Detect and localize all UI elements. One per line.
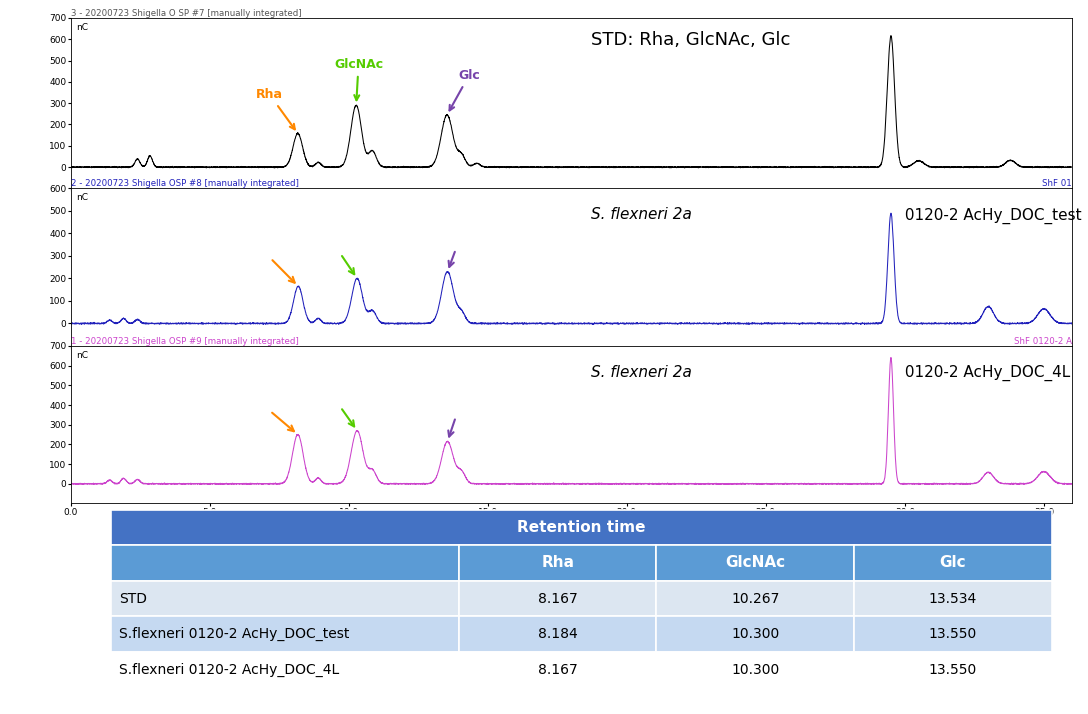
Text: S.flexneri 0120-2 AcHy_DOC_test: S.flexneri 0120-2 AcHy_DOC_test	[119, 627, 349, 641]
Text: 13.534: 13.534	[929, 591, 977, 605]
Text: nC: nC	[76, 23, 88, 32]
Text: ShF 01: ShF 01	[1042, 179, 1072, 188]
Text: 8.167: 8.167	[537, 591, 578, 605]
Bar	[111, 545, 459, 580]
Bar	[656, 545, 854, 580]
Text: 10.267: 10.267	[731, 591, 779, 605]
Text: 0120-2 AcHy_DOC_4L: 0120-2 AcHy_DOC_4L	[900, 365, 1070, 381]
Text: 2 - 20200723 Shigella OSP #8 [manually integrated]: 2 - 20200723 Shigella OSP #8 [manually i…	[71, 179, 298, 188]
Bar	[111, 652, 459, 688]
Bar	[459, 652, 656, 688]
Text: 8.184: 8.184	[537, 627, 578, 641]
Bar	[111, 510, 1052, 545]
Bar	[459, 580, 656, 616]
Text: 10.300: 10.300	[731, 663, 779, 677]
Text: STD: Rha, GlcNAc, Glc: STD: Rha, GlcNAc, Glc	[591, 31, 791, 49]
Text: 13.550: 13.550	[929, 663, 977, 677]
Bar	[854, 580, 1052, 616]
Bar	[111, 616, 459, 652]
Text: 10.300: 10.300	[731, 627, 779, 641]
Text: nC: nC	[76, 351, 88, 360]
Text: STD: STD	[119, 591, 147, 605]
Text: S. flexneri 2a: S. flexneri 2a	[591, 365, 692, 380]
Text: 0120-2 AcHy_DOC_test: 0120-2 AcHy_DOC_test	[900, 207, 1081, 223]
Text: 8.167: 8.167	[537, 663, 578, 677]
Text: ShF 0120-2 A: ShF 0120-2 A	[1014, 337, 1072, 346]
Bar	[854, 616, 1052, 652]
Text: GlcNAc: GlcNAc	[334, 58, 383, 100]
Bar	[459, 545, 656, 580]
Text: Retention time: Retention time	[517, 520, 645, 535]
Bar	[854, 545, 1052, 580]
Bar	[656, 580, 854, 616]
Text: 3 - 20200723 Shigella O SP #7 [manually integrated]: 3 - 20200723 Shigella O SP #7 [manually …	[71, 9, 301, 18]
Bar	[459, 616, 656, 652]
Bar	[656, 652, 854, 688]
Text: 1 - 20200723 Shigella OSP #9 [manually integrated]: 1 - 20200723 Shigella OSP #9 [manually i…	[71, 337, 298, 346]
Text: Glc: Glc	[449, 69, 480, 111]
Text: S.flexneri 0120-2 AcHy_DOC_4L: S.flexneri 0120-2 AcHy_DOC_4L	[119, 663, 339, 677]
Text: Glc: Glc	[940, 555, 966, 570]
Text: Rha: Rha	[541, 555, 574, 570]
Text: S. flexneri 2a: S. flexneri 2a	[591, 207, 692, 222]
Text: GlcNAc: GlcNAc	[726, 555, 786, 570]
Text: Rha: Rha	[256, 88, 295, 129]
Bar	[854, 652, 1052, 688]
Bar	[656, 616, 854, 652]
Text: 13.550: 13.550	[929, 627, 977, 641]
Text: nC: nC	[76, 193, 88, 202]
Bar	[111, 580, 459, 616]
